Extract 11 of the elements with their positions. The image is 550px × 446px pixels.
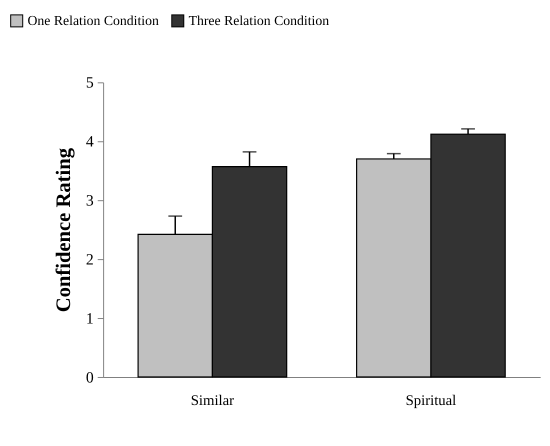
y-tick-label: 0 — [86, 369, 94, 386]
y-tick-label: 4 — [86, 134, 94, 151]
y-tick-label: 2 — [86, 252, 94, 269]
legend-label: One Relation Condition — [28, 12, 159, 28]
legend-label: Three Relation Condition — [188, 12, 330, 28]
x-tick-label: Spiritual — [406, 392, 456, 409]
y-tick-label: 1 — [86, 310, 94, 328]
x-tick-label: Similar — [190, 392, 234, 409]
y-tick-label: 5 — [86, 74, 94, 92]
y-tick-label: 3 — [86, 192, 94, 210]
y-axis-title: Confidence Rating — [53, 147, 76, 312]
